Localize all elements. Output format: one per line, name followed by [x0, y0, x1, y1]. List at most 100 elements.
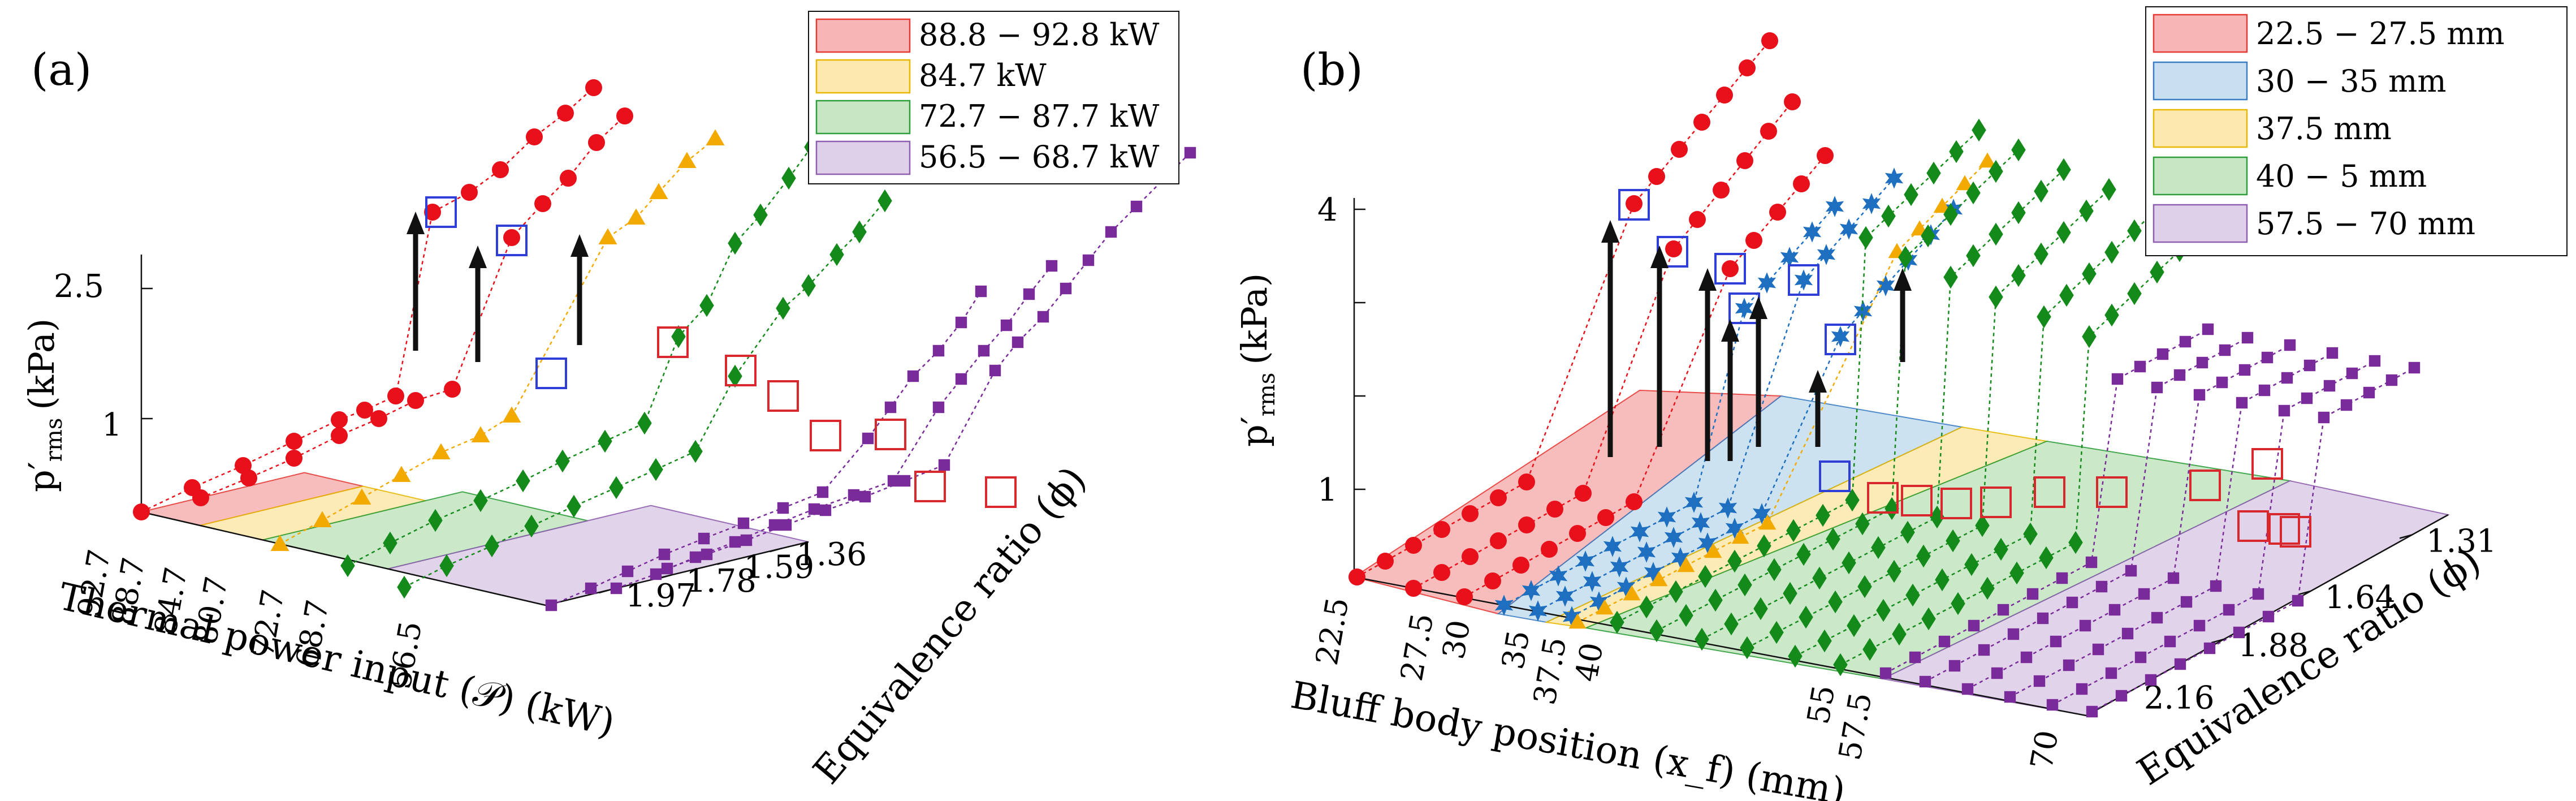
highlight-red-b-4 [2034, 476, 2065, 508]
series-b-green-1-pt-13 [1989, 160, 2003, 183]
series-b-blue-2-pt-4 [1671, 547, 1690, 569]
series-b-purple-3-pt-12 [2326, 347, 2339, 359]
panel-label-b: (b) [1300, 45, 1363, 96]
series-b-green-4-pt-3 [1876, 598, 1891, 622]
series-b-purple-0-pt-11 [2179, 335, 2192, 348]
series-b-blue-0-pt-1 [1522, 580, 1541, 601]
series-b-purple-3-pt-3 [2092, 643, 2104, 656]
series-b-blue-0-pt-5 [1630, 521, 1649, 542]
series-b-blue-1-pt-5 [1664, 527, 1683, 548]
legend-swatch-a-2 [815, 100, 911, 135]
series-b-purple-5-pt-12 [2408, 361, 2421, 374]
series-b-red-1-pt-9 [1713, 182, 1730, 199]
series-b-blue-0-pt-7 [1684, 492, 1704, 513]
data-point-a-3-4 [516, 469, 530, 493]
z-label-sub-b: rms [1254, 373, 1280, 417]
data-point-a-1-3 [331, 427, 348, 444]
series-b-green-0-pt-9 [1858, 226, 1873, 249]
series-b-blue-2-pt-10 [1876, 275, 1895, 296]
series-b-red-0-pt-5 [1490, 489, 1507, 506]
series-b-green-4-pt-12 [2104, 240, 2119, 264]
data-point-a-2-4 [431, 443, 451, 459]
series-b-blue-2-pt-1 [1589, 591, 1609, 613]
series-b-purple-5-pt-9 [2340, 399, 2353, 411]
series-b-red-0-pt-12 [1739, 59, 1756, 76]
series-b-purple-2-pt-6 [2138, 588, 2150, 600]
series-b-green-5-pt-9 [2082, 325, 2097, 348]
data-point-a-7-6 [898, 475, 911, 487]
series-b-green-0-pt-5 [1757, 534, 1771, 558]
series-b-green-5-pt-2 [1892, 622, 1907, 646]
series-b-purple-4-pt-2 [2105, 667, 2117, 679]
data-point-a-5-11 [932, 344, 945, 357]
y-tick-label-b-3: 1.31 [2426, 523, 2497, 560]
series-b-blue-0-pt-9 [1757, 272, 1777, 294]
series-b-green-5-pt-3 [1921, 607, 1936, 631]
y-tick-b-3 [2399, 534, 2413, 539]
series-b-blue-2-pt-3 [1644, 562, 1663, 583]
data-point-a-6-2 [689, 551, 702, 563]
data-point-a-6-10 [978, 344, 990, 357]
highlight-red-a-0 [657, 326, 689, 358]
series-b-green-5-pt-7 [2039, 546, 2054, 570]
series-b-purple-3-pt-11 [2303, 359, 2316, 372]
legend-swatch-b-4 [2153, 204, 2248, 243]
data-point-a-6-0 [610, 582, 623, 595]
data-point-a-6-5 [808, 503, 820, 515]
series-b-green-0-pt-14 [1972, 118, 1986, 142]
highlight-red-b-7 [2251, 448, 2283, 480]
data-point-a-7-5 [859, 490, 871, 503]
y-tick-label-b-0: 2.16 [2144, 679, 2215, 716]
series-b-purple-0-pt-0 [1879, 667, 1892, 679]
series-b-blue-1-pt-6 [1691, 512, 1710, 533]
data-point-a-7-1 [701, 548, 713, 561]
data-point-a-0-7 [424, 204, 441, 221]
series-b-purple-0-pt-8 [2111, 373, 2124, 385]
series-b-green-1-pt-6 [1826, 527, 1840, 551]
y-tick-2 [717, 560, 730, 565]
series-b-green-1-pt-14 [2011, 138, 2026, 162]
series-b-blue-1-pt-1 [1555, 585, 1575, 607]
data-point-a-6-1 [650, 568, 662, 580]
series-b-green-5-pt-1 [1862, 638, 1877, 661]
legend-swatch-a-0 [815, 18, 911, 53]
series-b-red-0-pt-2 [1405, 537, 1422, 554]
series-line-a-1 [200, 115, 625, 499]
highlight-blue-b-6 [1819, 460, 1851, 492]
series-b-red-1-pt-0 [1405, 580, 1422, 597]
highlight-red-a-6 [985, 476, 1017, 508]
highlight-red-a-4 [875, 419, 906, 450]
y-tick-3 [770, 547, 783, 553]
series-b-purple-3-pt-7 [2210, 580, 2222, 592]
series-b-blue-1-pt-7 [1718, 497, 1737, 519]
series-b-green-2-pt-13 [2034, 179, 2048, 203]
series-b-blue-2-pt-5 [1698, 532, 1717, 554]
data-point-a-1-7 [503, 229, 520, 246]
data-point-a-7-0 [661, 562, 673, 575]
series-b-blue-2-pt-8 [1831, 326, 1850, 347]
series-b-green-3-pt-12 [2056, 221, 2071, 244]
series-b-green-5-pt-5 [1980, 576, 1995, 600]
highlight-red-b-0 [1867, 482, 1899, 514]
data-point-a-3-3 [473, 489, 488, 513]
series-b-green-0-pt-2 [1669, 580, 1683, 604]
data-point-a-2-9 [649, 183, 668, 199]
series-b-purple-0-pt-12 [2202, 323, 2214, 335]
series-b-purple-0-pt-7 [2085, 556, 2098, 569]
series-b-purple-0-pt-10 [2156, 348, 2169, 360]
highlight-red-b-2 [1940, 488, 1972, 519]
series-b-yellow-0-pt-4 [1677, 557, 1695, 572]
series-b-red-1-pt-12 [1784, 93, 1801, 110]
series-b-yellow-0-pt-12 [1978, 152, 1996, 168]
series-b-purple-5-pt-0 [2086, 705, 2098, 718]
data-point-a-5-12 [955, 316, 967, 329]
legend-label-a-2: 72.7 − 87.7 kW [919, 98, 1160, 134]
data-point-a-2-7 [598, 228, 617, 244]
data-point-a-1-0 [192, 489, 209, 506]
data-point-a-2-11 [706, 129, 725, 145]
data-point-a-4-4 [567, 494, 581, 518]
series-b-purple-1-pt-6 [2095, 580, 2108, 593]
series-b-purple-0-pt-1 [1909, 651, 1921, 664]
data-point-a-0-11 [557, 105, 574, 122]
highlight-blue-b-2 [1714, 253, 1746, 285]
